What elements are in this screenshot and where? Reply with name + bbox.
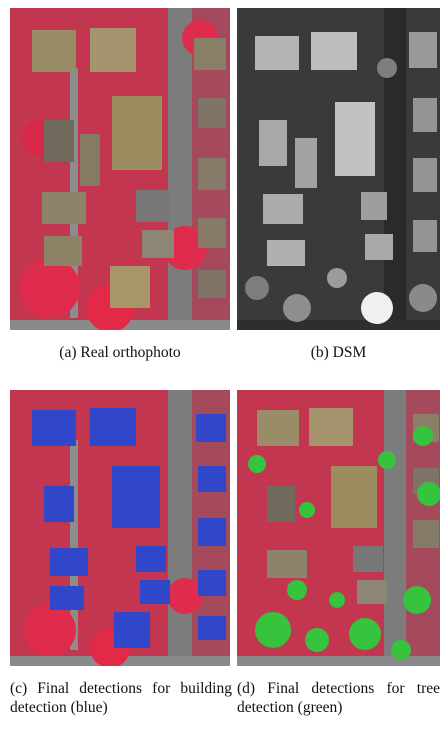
orthophoto-image — [10, 8, 230, 330]
caption-d: (d) Final detections for tree detection … — [237, 680, 440, 716]
tree-detection-svg — [237, 390, 440, 666]
tree-detection-image — [237, 390, 440, 666]
caption-b: (b) DSM — [310, 344, 367, 361]
caption-a: (a) Real orthophoto — [59, 344, 181, 361]
orthophoto-svg — [10, 8, 230, 330]
dsm-image — [237, 8, 440, 330]
caption-c: (c) Final detections for building detect… — [10, 680, 232, 716]
building-detection-image — [10, 390, 230, 666]
building-detection-svg — [10, 390, 230, 666]
dsm-svg — [237, 8, 440, 330]
